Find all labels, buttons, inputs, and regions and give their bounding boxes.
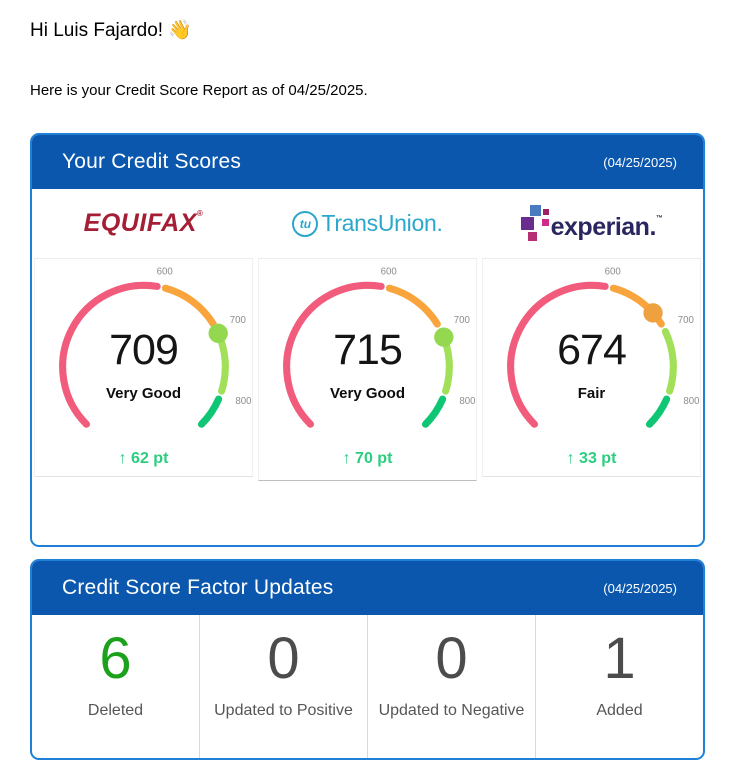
intro-text: Here is your Credit Score Report as of 0… (30, 82, 368, 99)
experian-logo-text: experian.™ (520, 204, 663, 243)
equifax-gauge-cell: 600 700 800 709 Very Good ↑ 62 pt (34, 259, 253, 477)
experian-squares-icon (520, 204, 549, 243)
svg-text:800: 800 (235, 396, 251, 407)
experian-change-value: 33 pt (579, 450, 617, 467)
experian-score-change: ↑ 33 pt (483, 450, 700, 468)
equifax-gauge: 600 700 800 709 Very Good (37, 265, 251, 444)
equifax-score-rating: Very Good (105, 385, 182, 402)
greeting: Hi Luis Fajardo! 👋 (30, 18, 705, 42)
transunion-score-change: ↑ 70 pt (259, 450, 476, 468)
transunion-logo-text: tu TransUnion. (292, 210, 443, 237)
equifax-logo-text: EQUIFAX® (83, 209, 204, 237)
credit-score-gauge-chart: 600 700 800 (506, 266, 699, 428)
svg-text:800: 800 (683, 396, 699, 407)
credit-scores-body: EQUIFAX® 600 700 800 709 Very Good ↑ 62 pt… (32, 189, 703, 545)
svg-text:700: 700 (229, 315, 245, 326)
greeting-text: Hi Luis Fajardo! (30, 20, 164, 41)
transunion-gauge-cell: 600 700 800 715 Very Good ↑ 70 pt (258, 259, 477, 481)
stat-added-label: Added (596, 701, 643, 719)
svg-text:800: 800 (459, 396, 475, 407)
transunion-change-value: 70 pt (355, 450, 393, 467)
transunion-wordmark: TransUnion. (321, 210, 443, 236)
stat-deleted-value: 6 (99, 626, 132, 691)
stat-updated-positive-label: Updated to Positive (214, 701, 353, 719)
experian-logo: experian.™ (482, 189, 701, 259)
experian-tm-mark: ™ (655, 214, 663, 222)
equifax-registered-mark: ® (196, 209, 204, 218)
experian-wordmark: experian.™ (550, 212, 663, 241)
waving-hand-emoji: 👋 (168, 20, 193, 41)
credit-score-gauge-chart: 600 700 800 (58, 266, 251, 428)
credit-scores-card-header: Your Credit Scores (04/25/2025) (32, 135, 703, 189)
up-arrow-icon: ↑ (342, 450, 351, 467)
stat-deleted: 6 Deleted (32, 615, 199, 758)
credit-scores-card: Your Credit Scores (04/25/2025) EQUIFAX®… (30, 133, 705, 547)
transunion-score-rating: Very Good (329, 385, 406, 402)
transunion-gauge: 600 700 800 715 Very Good (261, 265, 475, 444)
up-arrow-icon: ↑ (118, 450, 127, 467)
up-arrow-icon: ↑ (566, 450, 575, 467)
svg-text:700: 700 (453, 315, 469, 326)
experian-gauge: 600 700 800 674 Fair (485, 265, 699, 444)
credit-scores-date: (04/25/2025) (603, 154, 677, 170)
factor-updates-card-header: Credit Score Factor Updates (04/25/2025) (32, 561, 703, 615)
stat-updated-positive: 0 Updated to Positive (199, 615, 367, 758)
stat-updated-negative-value: 0 (435, 626, 468, 691)
factor-updates-date: (04/25/2025) (603, 580, 677, 596)
transunion-logo: tu TransUnion. (258, 189, 477, 259)
svg-text:600: 600 (604, 266, 620, 277)
experian-score-rating: Fair (577, 385, 606, 402)
experian-score-value: 674 (557, 326, 627, 374)
equifax-score-value: 709 (109, 326, 179, 374)
stat-deleted-label: Deleted (87, 701, 144, 719)
equifax-change-value: 62 pt (131, 450, 169, 467)
stat-updated-negative-label: Updated to Negative (378, 701, 525, 719)
credit-score-gauge-chart: 600 700 800 (282, 266, 475, 428)
equifax-score-change: ↑ 62 pt (35, 450, 252, 468)
transunion-tu-icon: tu (292, 210, 319, 237)
score-column-transunion: tu TransUnion. 600 700 800 715 Very Good ↑… (258, 189, 477, 481)
experian-gauge-cell: 600 700 800 674 Fair ↑ 33 pt (482, 259, 701, 477)
credit-scores-title: Your Credit Scores (62, 150, 242, 173)
stat-updated-positive-value: 0 (267, 626, 300, 691)
stat-added: 1 Added (535, 615, 703, 758)
stat-updated-negative: 0 Updated to Negative (367, 615, 535, 758)
factor-updates-title: Credit Score Factor Updates (62, 576, 334, 599)
svg-text:700: 700 (677, 315, 693, 326)
factor-updates-body: 6 Deleted 0 Updated to Positive 0 Update… (32, 615, 703, 758)
stat-added-value: 1 (603, 626, 636, 691)
svg-text:600: 600 (156, 266, 172, 277)
equifax-logo: EQUIFAX® (34, 189, 253, 259)
factor-updates-card: Credit Score Factor Updates (04/25/2025)… (30, 559, 705, 760)
transunion-score-value: 715 (333, 326, 403, 374)
svg-text:600: 600 (380, 266, 396, 277)
score-column-experian: experian.™ 600 700 800 674 Fair ↑ 33 pt (482, 189, 701, 481)
score-column-equifax: EQUIFAX® 600 700 800 709 Very Good ↑ 62 pt (34, 189, 253, 481)
